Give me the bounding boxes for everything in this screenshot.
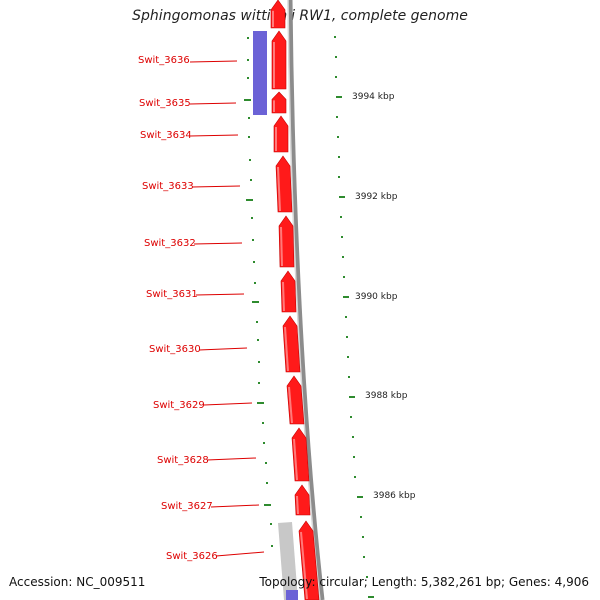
gene-label-leader	[203, 402, 253, 406]
highlight-feature[interactable]	[253, 31, 267, 115]
gene-label-leader	[206, 457, 257, 461]
gene-arrow-shade	[300, 531, 308, 600]
gene-label-leader	[191, 185, 241, 188]
label-layer: 3994 kbp 3992 kbp 3990 kbp 3988 kbp 3986 kbp…	[138, 55, 416, 562]
gene-arrow[interactable]	[278, 215, 295, 268]
highlight-feature-bottom[interactable]	[286, 590, 298, 600]
backbone-line	[287, 0, 325, 600]
backbone-highlight	[287, 0, 321, 600]
gene-label[interactable]: Swit_3636	[138, 55, 190, 66]
gene-label[interactable]: Swit_3635	[139, 98, 191, 109]
scale-label: 3988 kbp	[365, 391, 408, 401]
gene-label-leader	[189, 134, 239, 137]
gene-arrow[interactable]	[294, 484, 311, 516]
gene-label[interactable]: Swit_3633	[142, 181, 194, 192]
topology-label: Topology: circular; Length: 5,382,261 bp…	[259, 575, 589, 589]
scale-label: 3994 kbp	[352, 92, 395, 102]
gene-arrow-shade	[293, 438, 298, 481]
gene-arrow-shade	[296, 495, 299, 515]
gene-arrow-shade	[280, 226, 283, 267]
gene-arrow[interactable]	[271, 30, 287, 90]
gene-label[interactable]: Swit_3626	[166, 551, 218, 562]
gene-label[interactable]: Swit_3631	[146, 289, 198, 300]
feature-layer	[253, 0, 320, 600]
gene-label-leader	[198, 347, 248, 351]
scale-label: 3992 kbp	[355, 192, 398, 202]
grey-feature[interactable]	[278, 522, 298, 600]
gene-label[interactable]: Swit_3634	[140, 130, 192, 141]
backbone-layer	[287, 0, 325, 600]
gene-label-leader	[193, 242, 243, 245]
gene-arrow-shade	[282, 281, 285, 312]
scale-label: 3986 kbp	[373, 491, 416, 501]
gene-label[interactable]: Swit_3627	[161, 501, 213, 512]
gene-arrow-shade	[288, 386, 293, 424]
accession-label: Accession: NC_009511	[9, 575, 146, 589]
gene-label[interactable]: Swit_3628	[157, 455, 209, 466]
tick-layer	[244, 36, 374, 598]
gene-label-leader	[215, 551, 265, 557]
gene-arrow[interactable]	[280, 270, 297, 313]
gene-arrow-shade	[284, 326, 289, 372]
gene-arrow[interactable]	[273, 115, 289, 153]
gene-label[interactable]: Swit_3632	[144, 238, 196, 249]
gene-label-leader	[189, 102, 237, 105]
scale-label: 3990 kbp	[355, 292, 398, 302]
gene-label-leader	[189, 60, 238, 63]
gene-label[interactable]: Swit_3630	[149, 344, 201, 355]
gene-arrow[interactable]	[270, 0, 286, 29]
gene-arrow[interactable]	[271, 91, 287, 114]
gene-arrow-shade	[277, 166, 281, 212]
gene-arrow[interactable]	[298, 520, 320, 600]
gene-label[interactable]: Swit_3629	[153, 400, 205, 411]
gene-label-leader	[195, 293, 245, 296]
gene-label-leader	[210, 504, 260, 508]
map-title: Sphingomonas wittichii RW1, complete gen…	[132, 8, 468, 24]
